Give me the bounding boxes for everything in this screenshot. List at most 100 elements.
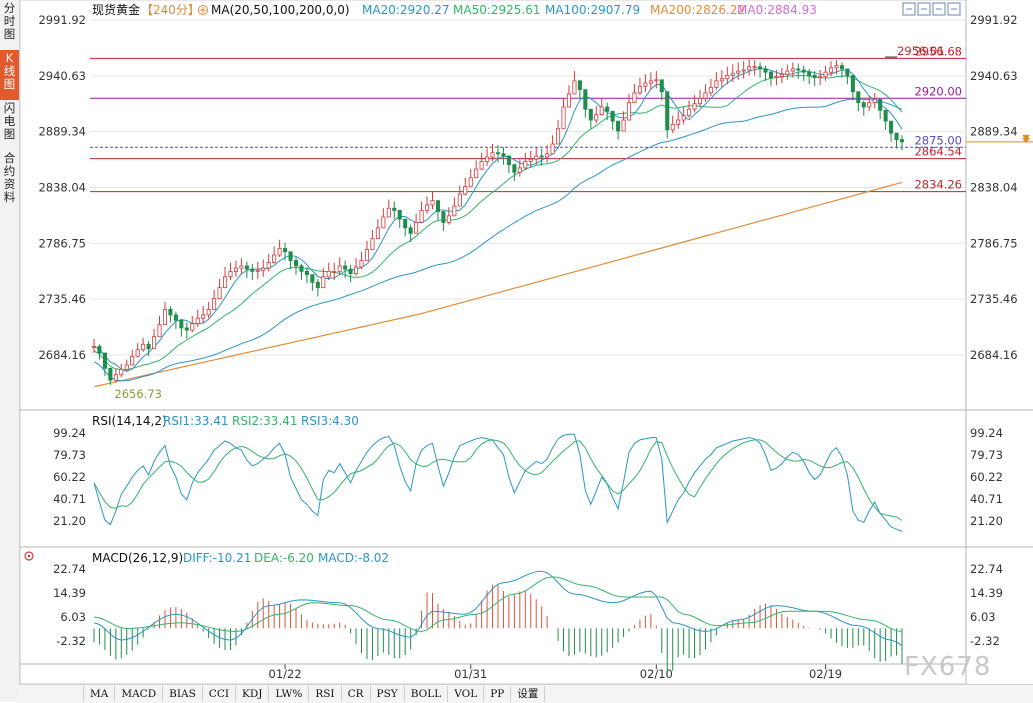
candle-body-136 [834,65,839,69]
candle-body-143 [872,98,877,104]
watermark: FX678 [904,652,992,682]
indicator-tab-6[interactable]: LW% [269,686,310,702]
annotation-low: 2656.73 [114,387,162,401]
candle-body-96 [616,120,621,132]
candle-body-48 [354,266,359,274]
candle-body-125 [774,76,779,79]
ma-item-0: MA20:2920.27 [362,3,450,17]
candle-body-88 [572,80,577,95]
macd-tick-right-1: 14.39 [970,586,1003,600]
price-tick-right-6: 2684.16 [970,348,1018,362]
candle-body-38 [299,265,304,272]
candle-body-93 [599,106,604,116]
indicator-tab-8[interactable]: CR [342,686,371,702]
candle-body-64 [441,211,446,223]
candle-body-120 [747,66,752,71]
candle-body-40 [310,274,315,283]
instrument-name: 现货黄金 [92,2,140,17]
price-tick-left-0: 2991.92 [38,13,86,27]
candle-body-89 [577,80,582,90]
candle-body-37 [293,260,299,267]
indicator-tab-11[interactable]: VOL [448,686,485,702]
rsi-tick-right-2: 60.22 [970,470,1003,484]
macd-tick-right-3: -2.32 [970,634,1000,648]
indicator-tab-2[interactable]: MACD [115,686,164,702]
candle-body-104 [659,79,664,93]
candle-body-1 [97,346,102,354]
candle-body-114 [714,80,719,88]
price-tick-right-5: 2735.46 [970,292,1018,306]
candle-body-101 [643,82,648,87]
rsi2-line [93,439,903,521]
indicator-tab-12[interactable]: PP [484,686,512,702]
left-tab-2[interactable]: 闪电图 [3,101,16,141]
candle-body-82 [539,155,544,158]
candle-body-144 [878,98,883,111]
left-tab-1[interactable]: K线图 [0,50,19,100]
candle-body-109 [687,108,692,117]
candle-body-18 [190,323,195,331]
left-tab-3[interactable]: 合约资料 [3,151,16,204]
candle-body-28 [244,265,249,270]
candle-body-6 [124,364,129,370]
ma-item-2: MA100:2907.79 [545,3,640,17]
candle-body-77 [512,164,517,173]
candle-body-8 [135,349,140,357]
candle-body-135 [829,67,834,73]
candle-body-26 [233,267,238,272]
indicator-tab-5[interactable]: KDJ [236,686,270,702]
candle-body-16 [179,319,184,329]
candle-body-65 [446,215,451,223]
indicator-tab-7[interactable]: RSI [309,686,342,702]
macd-tick-left-0: 22.74 [53,562,86,576]
candle-body-142 [867,102,872,108]
candle-body-123 [763,68,768,73]
candle-body-112 [703,92,708,99]
macd-tick-left-1: 14.39 [53,586,86,600]
candle-body-20 [201,314,206,319]
candle-body-61 [425,204,430,211]
indicator-tab-1[interactable]: MA [84,686,116,702]
candle-body-46 [343,265,348,270]
candle-body-9 [141,343,146,351]
candle-body-79 [523,161,528,169]
candle-body-22 [212,298,217,310]
price-tick-left-5: 2735.46 [38,292,86,306]
indicator-tab-13[interactable]: 设置 [511,686,546,702]
candle-body-94 [605,106,610,112]
rsi-label: RSI(14,14,2) [92,414,167,428]
candle-body-100 [637,85,642,94]
candle-body-32 [266,262,271,269]
indicator-tab-0[interactable] [19,686,84,702]
candle-body-42 [321,276,326,289]
candle-body-110 [692,103,697,110]
candle-body-17 [184,327,189,331]
candle-body-147 [894,132,899,141]
macd-item-0: DIFF:-10.21 [183,551,251,565]
rsi-item-2: RSI3:4.30 [301,414,359,428]
ma50-line [93,74,903,371]
price-tick-right-0: 2991.92 [970,13,1018,27]
ma-item-3: MA200:2826.22 [650,3,745,17]
left-tab-0[interactable]: 分时图 [3,1,16,41]
candle-body-7 [130,355,135,366]
date-tick-1: 01/31 [454,667,487,681]
candle-body-15 [173,314,178,321]
rsi1-line [93,433,903,532]
rsi-tick-left-2: 60.22 [53,470,86,484]
rsi-item-0: RSI1:33.41 [163,414,229,428]
indicator-tab-10[interactable]: BOLL [405,686,449,702]
indicator-tab-9[interactable]: PSY [371,686,405,702]
indicator-tab-3[interactable]: BIAS [163,686,203,702]
candle-body-24 [223,276,228,289]
macd-item-1: DEA:-6.20 [254,551,314,565]
annotation-high: 2956.01 [897,44,945,58]
rsi-tick-left-0: 99.24 [53,426,86,440]
hline-label-4: 2834.26 [914,178,962,192]
candle-body-117 [730,72,735,76]
candle-body-126 [779,73,784,77]
candle-body-138 [845,68,850,76]
indicator-tab-4[interactable]: CCI [203,686,236,702]
date-tick-0: 01/22 [269,667,302,681]
candle-body-75 [501,153,506,157]
